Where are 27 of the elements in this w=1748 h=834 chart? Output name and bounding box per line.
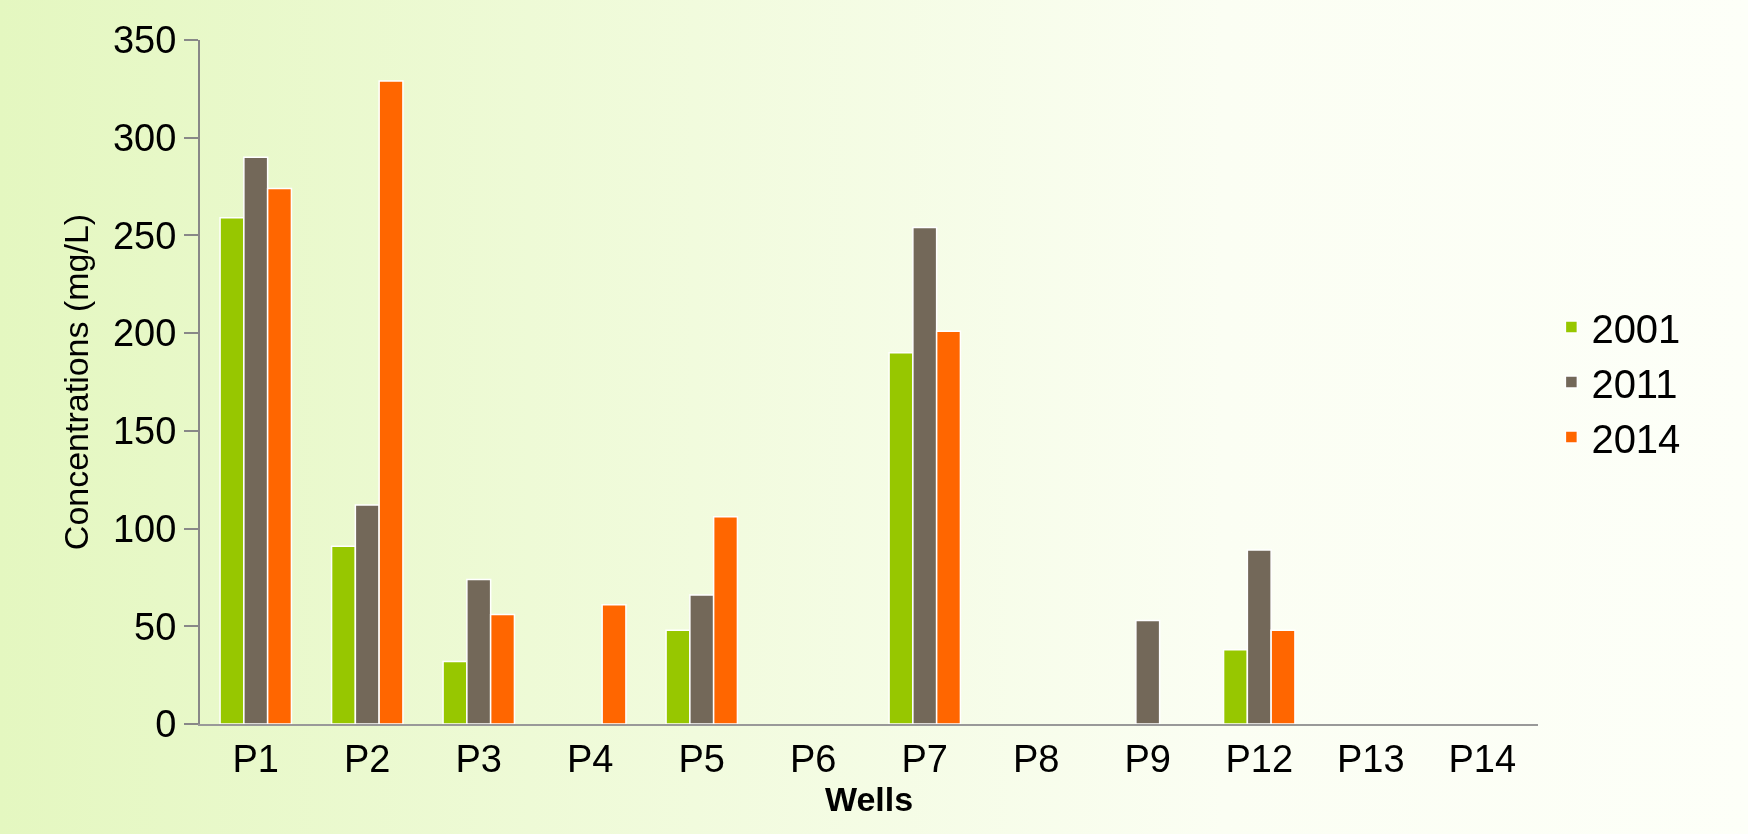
x-tick-label: P5 [678,737,725,780]
x-tick-label: P1 [232,737,279,780]
bar [1135,619,1161,724]
y-tick-label: 300 [112,117,177,160]
bar [601,604,627,724]
y-tick-label: 50 [134,605,177,648]
y-tick-label: 100 [112,507,177,550]
x-tick-label: P6 [790,737,837,780]
x-tick-label: P4 [567,737,614,780]
x-tick-label: P8 [1013,737,1060,780]
y-tick-label: 350 [112,19,177,62]
legend-label: 2011 [1591,361,1678,406]
y-axis-title: Concentrations (mg/L) [57,213,96,551]
legend-label: 2014 [1591,416,1681,461]
y-tick-label: 150 [112,410,177,453]
legend-label: 2001 [1591,306,1681,351]
x-tick-label: P12 [1225,737,1294,780]
x-tick-label: P14 [1448,737,1517,780]
y-tick-label: 0 [155,703,177,746]
y-tick-label: 250 [112,214,177,257]
x-tick-label: P7 [901,737,948,780]
x-tick-label: P2 [344,737,391,780]
x-tick-label: P13 [1336,737,1405,780]
x-tick-label: P9 [1124,737,1171,780]
y-tick-label: 200 [112,312,177,355]
x-axis-title: Wells [824,779,914,818]
x-tick-label: P3 [455,737,502,780]
